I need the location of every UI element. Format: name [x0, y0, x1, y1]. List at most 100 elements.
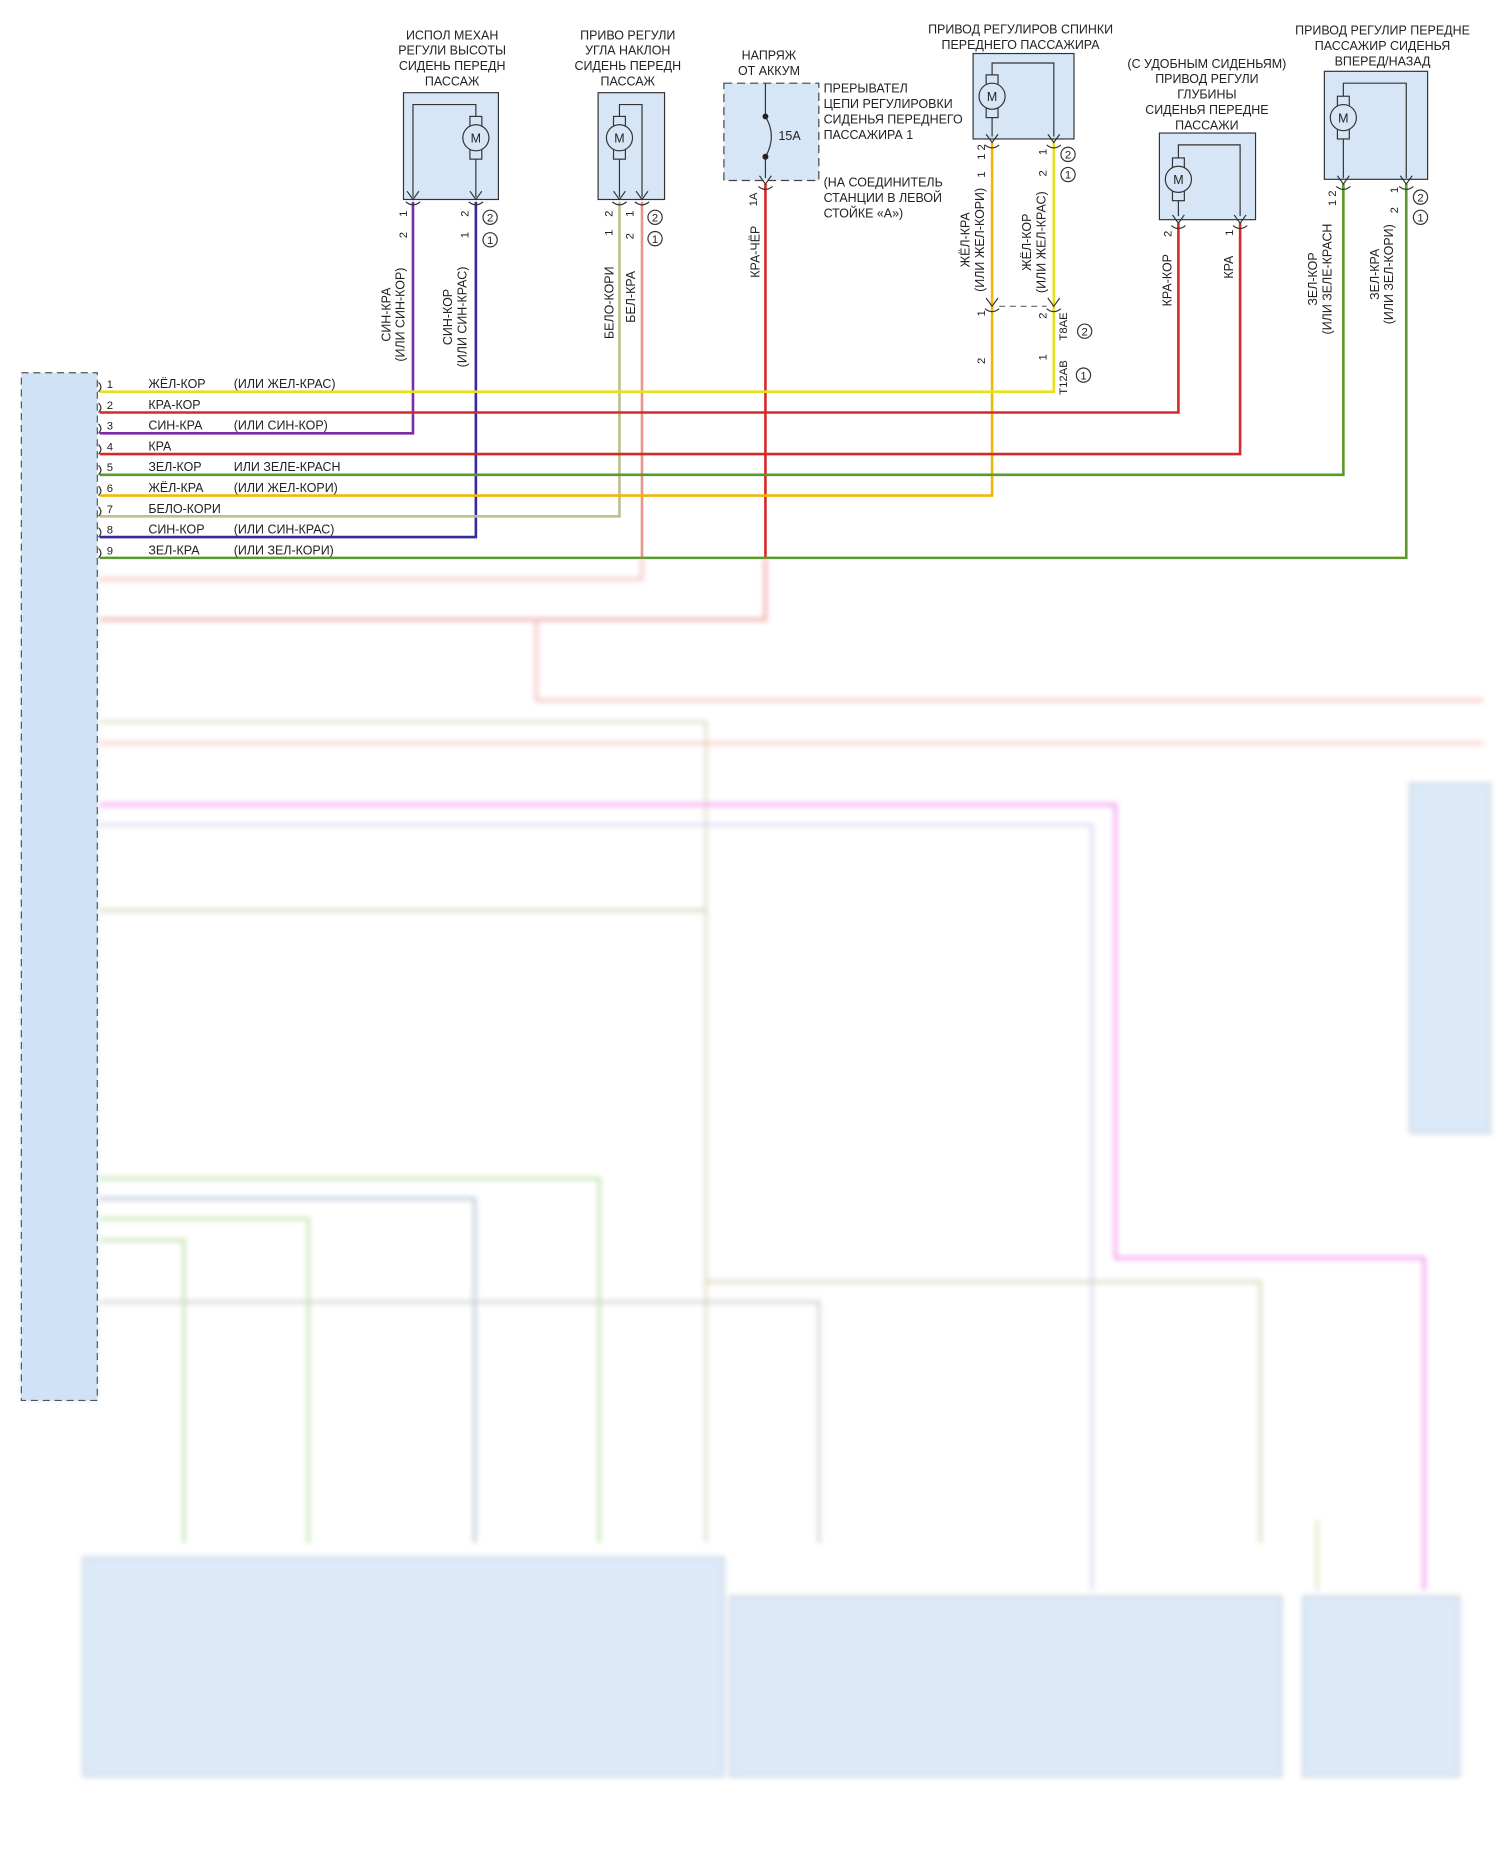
- pin-number: 1: [976, 310, 988, 316]
- fuse-terminal: [762, 113, 769, 120]
- pin-socket-icon: [98, 402, 102, 413]
- row-wire-name: КРА: [148, 439, 172, 453]
- pin-number: 2: [1389, 207, 1401, 213]
- component-title: СИДЕНЬ ПЕРЕДН: [574, 59, 681, 73]
- pin-number: 1: [1038, 354, 1050, 360]
- blurred-wire: [99, 557, 644, 581]
- connector-marker-number: 1: [1417, 212, 1423, 224]
- wire-label: СИН-КОР: [441, 289, 455, 345]
- pin-number: T8AE: [1058, 312, 1070, 341]
- pin-socket-icon: [1335, 185, 1351, 190]
- connector-marker-number: 2: [1082, 326, 1088, 338]
- pin-socket-icon: [98, 506, 102, 517]
- arrow-icon: [985, 133, 999, 144]
- row-number: 4: [107, 441, 113, 453]
- row-wire-alt: (ИЛИ СИН-КРАС): [234, 523, 335, 537]
- component-title: ПРИВОД РЕГУЛИ: [1155, 72, 1258, 86]
- pin-number: 1: [1038, 149, 1050, 155]
- component-title: ИСПОЛ МЕХАН: [406, 28, 498, 42]
- motor-label: M: [471, 132, 481, 146]
- internal-wire: [1342, 82, 1407, 179]
- internal-wire: [412, 103, 477, 198]
- row-number: 2: [107, 400, 113, 412]
- pin-socket-icon: [611, 201, 627, 206]
- connector-marker-number: 2: [1417, 192, 1423, 204]
- wire-label: (ИЛИ ЖЕЛ-КРАС): [1034, 191, 1048, 293]
- arrow-icon: [759, 175, 772, 186]
- wire-label: (ИЛИ ЖЕЛ-КОРИ): [973, 188, 987, 292]
- pin-number: 2: [460, 211, 472, 217]
- pin-socket-icon: [1170, 225, 1186, 230]
- connector-marker: [1060, 166, 1076, 183]
- row-wire-name: СИН-КОР: [148, 523, 204, 537]
- row-number: 8: [107, 525, 113, 537]
- row-wire-name: ЗЕЛ-КОР: [148, 460, 201, 474]
- pin-number: 1: [976, 171, 988, 177]
- component-title: СИДЕНЬ ПЕРЕДН: [399, 59, 506, 73]
- pin-number: 2: [1038, 313, 1050, 319]
- component-title: ПАССАЖ: [425, 75, 480, 89]
- component-title: ПРИВО РЕГУЛИ: [580, 28, 675, 42]
- arrow-icon: [613, 190, 626, 201]
- component-title: ГЛУБИНЫ: [1177, 88, 1236, 102]
- pin-number: 1 2: [1327, 190, 1339, 206]
- arrow-icon: [1233, 214, 1247, 225]
- blurred-wire: [99, 1238, 186, 1543]
- pin-number: 1: [603, 230, 615, 236]
- pin-socket-icon: [98, 464, 102, 476]
- arrow-icon: [1047, 297, 1061, 308]
- motor-label: M: [614, 132, 624, 146]
- wire-label: БЕЛО-КОРИ: [603, 266, 617, 339]
- blurred-lower-diagram: [21, 557, 1492, 1778]
- arrow-icon: [406, 190, 420, 201]
- wire: [99, 201, 621, 518]
- wire-label: (ИЛИ ЗЕЛ-КОРИ): [1382, 224, 1396, 324]
- row-wire-name: ЗЕЛ-КРА: [148, 543, 200, 557]
- pin-socket-icon: [1046, 308, 1062, 313]
- blurred-wire: [99, 803, 1426, 1591]
- arrow-icon: [1171, 214, 1185, 225]
- wire-label: КРА: [1222, 255, 1236, 279]
- component-title: НАПРЯЖ: [742, 48, 797, 62]
- blurred-wire: [703, 1280, 1262, 1543]
- fuse-icon: [764, 116, 772, 158]
- wires: [99, 142, 1408, 560]
- blurred-wire: [99, 823, 1094, 1591]
- component-title: ПЕРЕДНЕГО ПАССАЖИРА: [942, 38, 1101, 52]
- row-wire-alt: (ИЛИ ЗЕЛ-КОРИ): [234, 543, 334, 557]
- connector-marker: [1076, 323, 1093, 339]
- pin-number: 2: [1038, 170, 1050, 176]
- pin-socket-icon: [98, 485, 102, 496]
- row-wire-alt: (ИЛИ СИН-КОР): [234, 419, 328, 433]
- pin-socket-icon: [1398, 185, 1414, 190]
- blurred-module: [1409, 782, 1492, 1135]
- connector-marker: [647, 230, 663, 247]
- component-title: СИДЕНЬЯ ПЕРЕДНЕГО: [824, 113, 963, 127]
- component-title: ПАССАЖИР СИДЕНЬЯ: [1315, 39, 1451, 53]
- motor-icon: [1329, 103, 1358, 132]
- connector-marker: [482, 232, 498, 248]
- component-title: СТОЙКЕ «А»): [824, 205, 904, 220]
- row-wire-name: ЖЁЛ-КРА: [148, 481, 204, 495]
- connector-marker-number: 1: [487, 235, 493, 247]
- row-wire-alt: ИЛИ ЗЕЛЕ-КРАСН: [234, 460, 341, 474]
- arrow-icon: [635, 190, 649, 201]
- row-wire-name: СИН-КРА: [148, 419, 203, 433]
- wire-label: (ИЛИ СИН-КОР): [394, 268, 408, 362]
- component-title: РЕГУЛИ ВЫСОТЫ: [398, 44, 506, 58]
- wire-label: КРА-ЧЁР: [748, 226, 762, 278]
- connector-marker-number: 2: [487, 212, 493, 224]
- wire-label: ЗЕЛ-КРА: [1368, 248, 1382, 300]
- motor-icon: [605, 124, 634, 152]
- blurred-wire: [534, 619, 1484, 702]
- blurred-module: [1302, 1595, 1461, 1778]
- wire-label: ЖЁЛ-КОР: [1020, 214, 1034, 271]
- component-title: УГЛА НАКЛОН: [585, 44, 670, 58]
- blurred-wire: [99, 557, 767, 622]
- arrow-icon: [469, 190, 483, 201]
- pin-number: 1: [1389, 187, 1401, 193]
- connector-marker: [647, 209, 663, 226]
- motor-icon: [1164, 165, 1193, 193]
- pin-number: 1: [398, 211, 410, 217]
